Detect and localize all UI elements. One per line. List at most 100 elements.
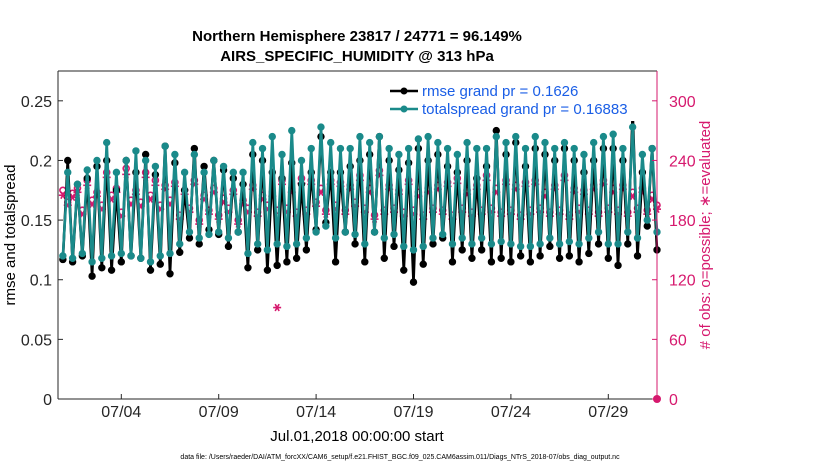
series-point-totalspread (395, 150, 403, 159)
series-point-totalspread (633, 234, 642, 242)
series-point-totalspread (302, 234, 311, 242)
series-point-totalspread (215, 228, 223, 236)
obs-evaluated-stroke (69, 193, 76, 202)
y-axis-label: rmse and totalspread (2, 165, 19, 306)
x-axis-ticks: 07/04 07/09 07/14 07/19 07/24 07/29 (101, 394, 628, 421)
series-point-totalspread (555, 240, 564, 248)
series-point-totalspread (380, 234, 388, 242)
series-point-totalspread (589, 138, 598, 147)
series-point-rmse (400, 266, 408, 274)
series-point-rmse (526, 258, 535, 266)
series-point-totalspread (146, 258, 155, 266)
series-point-totalspread (585, 234, 593, 242)
series-point-totalspread (327, 138, 335, 147)
obs-evaluated-stroke (274, 303, 280, 312)
series-point-rmse (429, 240, 437, 248)
series-point-totalspread (288, 126, 296, 135)
series-point-rmse (292, 254, 301, 262)
series-point-totalspread (560, 138, 569, 147)
series-point-totalspread (404, 144, 413, 153)
series-point-rmse (190, 144, 199, 153)
series-point-totalspread (531, 132, 539, 141)
chart-title: Northern Hemisphere 23817 / 24771 = 96.1… (192, 28, 522, 45)
series-point-totalspread (224, 234, 233, 242)
series-point-totalspread (312, 228, 320, 236)
series-point-totalspread (263, 246, 272, 254)
series-point-totalspread (141, 156, 150, 165)
series-point-totalspread (200, 168, 208, 177)
series-point-totalspread (278, 150, 286, 159)
series-point-totalspread (609, 130, 617, 138)
x-tick-label: 07/29 (588, 404, 628, 421)
series-point-totalspread (239, 168, 247, 177)
series-point-totalspread (507, 240, 515, 248)
series-point-totalspread (390, 230, 398, 239)
series-point-rmse (633, 252, 642, 260)
series-point-totalspread (580, 150, 588, 159)
y2-tick-label: 240 (669, 153, 696, 170)
series-point-rmse (594, 240, 603, 248)
y-tick-label: 0.2 (30, 153, 52, 170)
series-point-rmse (458, 246, 466, 254)
series-point-totalspread (541, 138, 549, 147)
series-point-totalspread (88, 258, 96, 266)
legend-marker-rmse (400, 87, 408, 95)
y-axis-ticks: 0 0.05 0.1 0.15 0.2 0.25 (21, 94, 63, 409)
series-point-totalspread (244, 249, 252, 258)
series-point-totalspread (346, 144, 354, 153)
series-point-totalspread (73, 180, 82, 189)
series-point-totalspread (151, 162, 160, 171)
series-point-totalspread (361, 240, 369, 248)
y2-axis-ticks: 0 60 120 180 240 300 (652, 94, 696, 409)
series-point-totalspread (180, 168, 189, 177)
y-tick-label: 0.05 (21, 332, 52, 349)
y-tick-label: 0 (43, 392, 52, 409)
series-point-rmse (117, 258, 126, 266)
series-point-totalspread (176, 240, 184, 248)
series-point-rmse (555, 254, 564, 262)
y-tick-label: 0.15 (21, 213, 52, 230)
series-point-totalspread (497, 237, 505, 246)
series-point-totalspread (210, 156, 218, 165)
x-tick-label: 07/24 (491, 404, 531, 421)
series-point-rmse (263, 266, 272, 274)
series-point-totalspread (171, 150, 179, 159)
legend-box (382, 79, 652, 121)
series-point-totalspread (78, 249, 87, 258)
series-point-totalspread (229, 168, 238, 177)
series-point-totalspread (599, 132, 608, 141)
series-point-rmse (141, 150, 150, 159)
series-point-totalspread (512, 132, 520, 141)
series-point-totalspread (463, 138, 471, 147)
series-point-rmse (507, 258, 515, 266)
series-point-rmse (604, 254, 613, 262)
y2-tick-label: 300 (669, 94, 696, 111)
obs-evaluated-stroke (60, 191, 66, 200)
series-point-totalspread (424, 132, 432, 141)
series-point-totalspread (166, 249, 174, 258)
series-point-rmse (575, 258, 583, 266)
series-point-totalspread (551, 144, 559, 153)
series-point-rmse (624, 240, 632, 248)
series-point-rmse (166, 270, 174, 278)
legend-marker-totalspread (400, 105, 408, 113)
obs-evaluated-stroke (89, 200, 95, 209)
series-point-rmse (361, 258, 369, 266)
series-point-rmse (195, 240, 203, 248)
series-point-rmse (565, 252, 574, 260)
series-point-rmse (224, 242, 233, 251)
series-point-totalspread (336, 144, 345, 153)
series-point-rmse (487, 258, 496, 266)
obs-evaluated-stroke (318, 188, 324, 197)
series-point-rmse (176, 248, 184, 256)
series-point-rmse (200, 162, 208, 171)
series-point-rmse (643, 222, 651, 230)
series-point-rmse (516, 252, 525, 260)
series-point-totalspread (604, 240, 613, 248)
series-point-totalspread (502, 138, 510, 147)
series-point-totalspread (351, 230, 359, 239)
x-tick-label: 07/19 (393, 404, 433, 421)
series-point-totalspread (102, 138, 111, 147)
x-tick-label: 07/09 (199, 404, 239, 421)
series-point-totalspread (614, 240, 622, 248)
